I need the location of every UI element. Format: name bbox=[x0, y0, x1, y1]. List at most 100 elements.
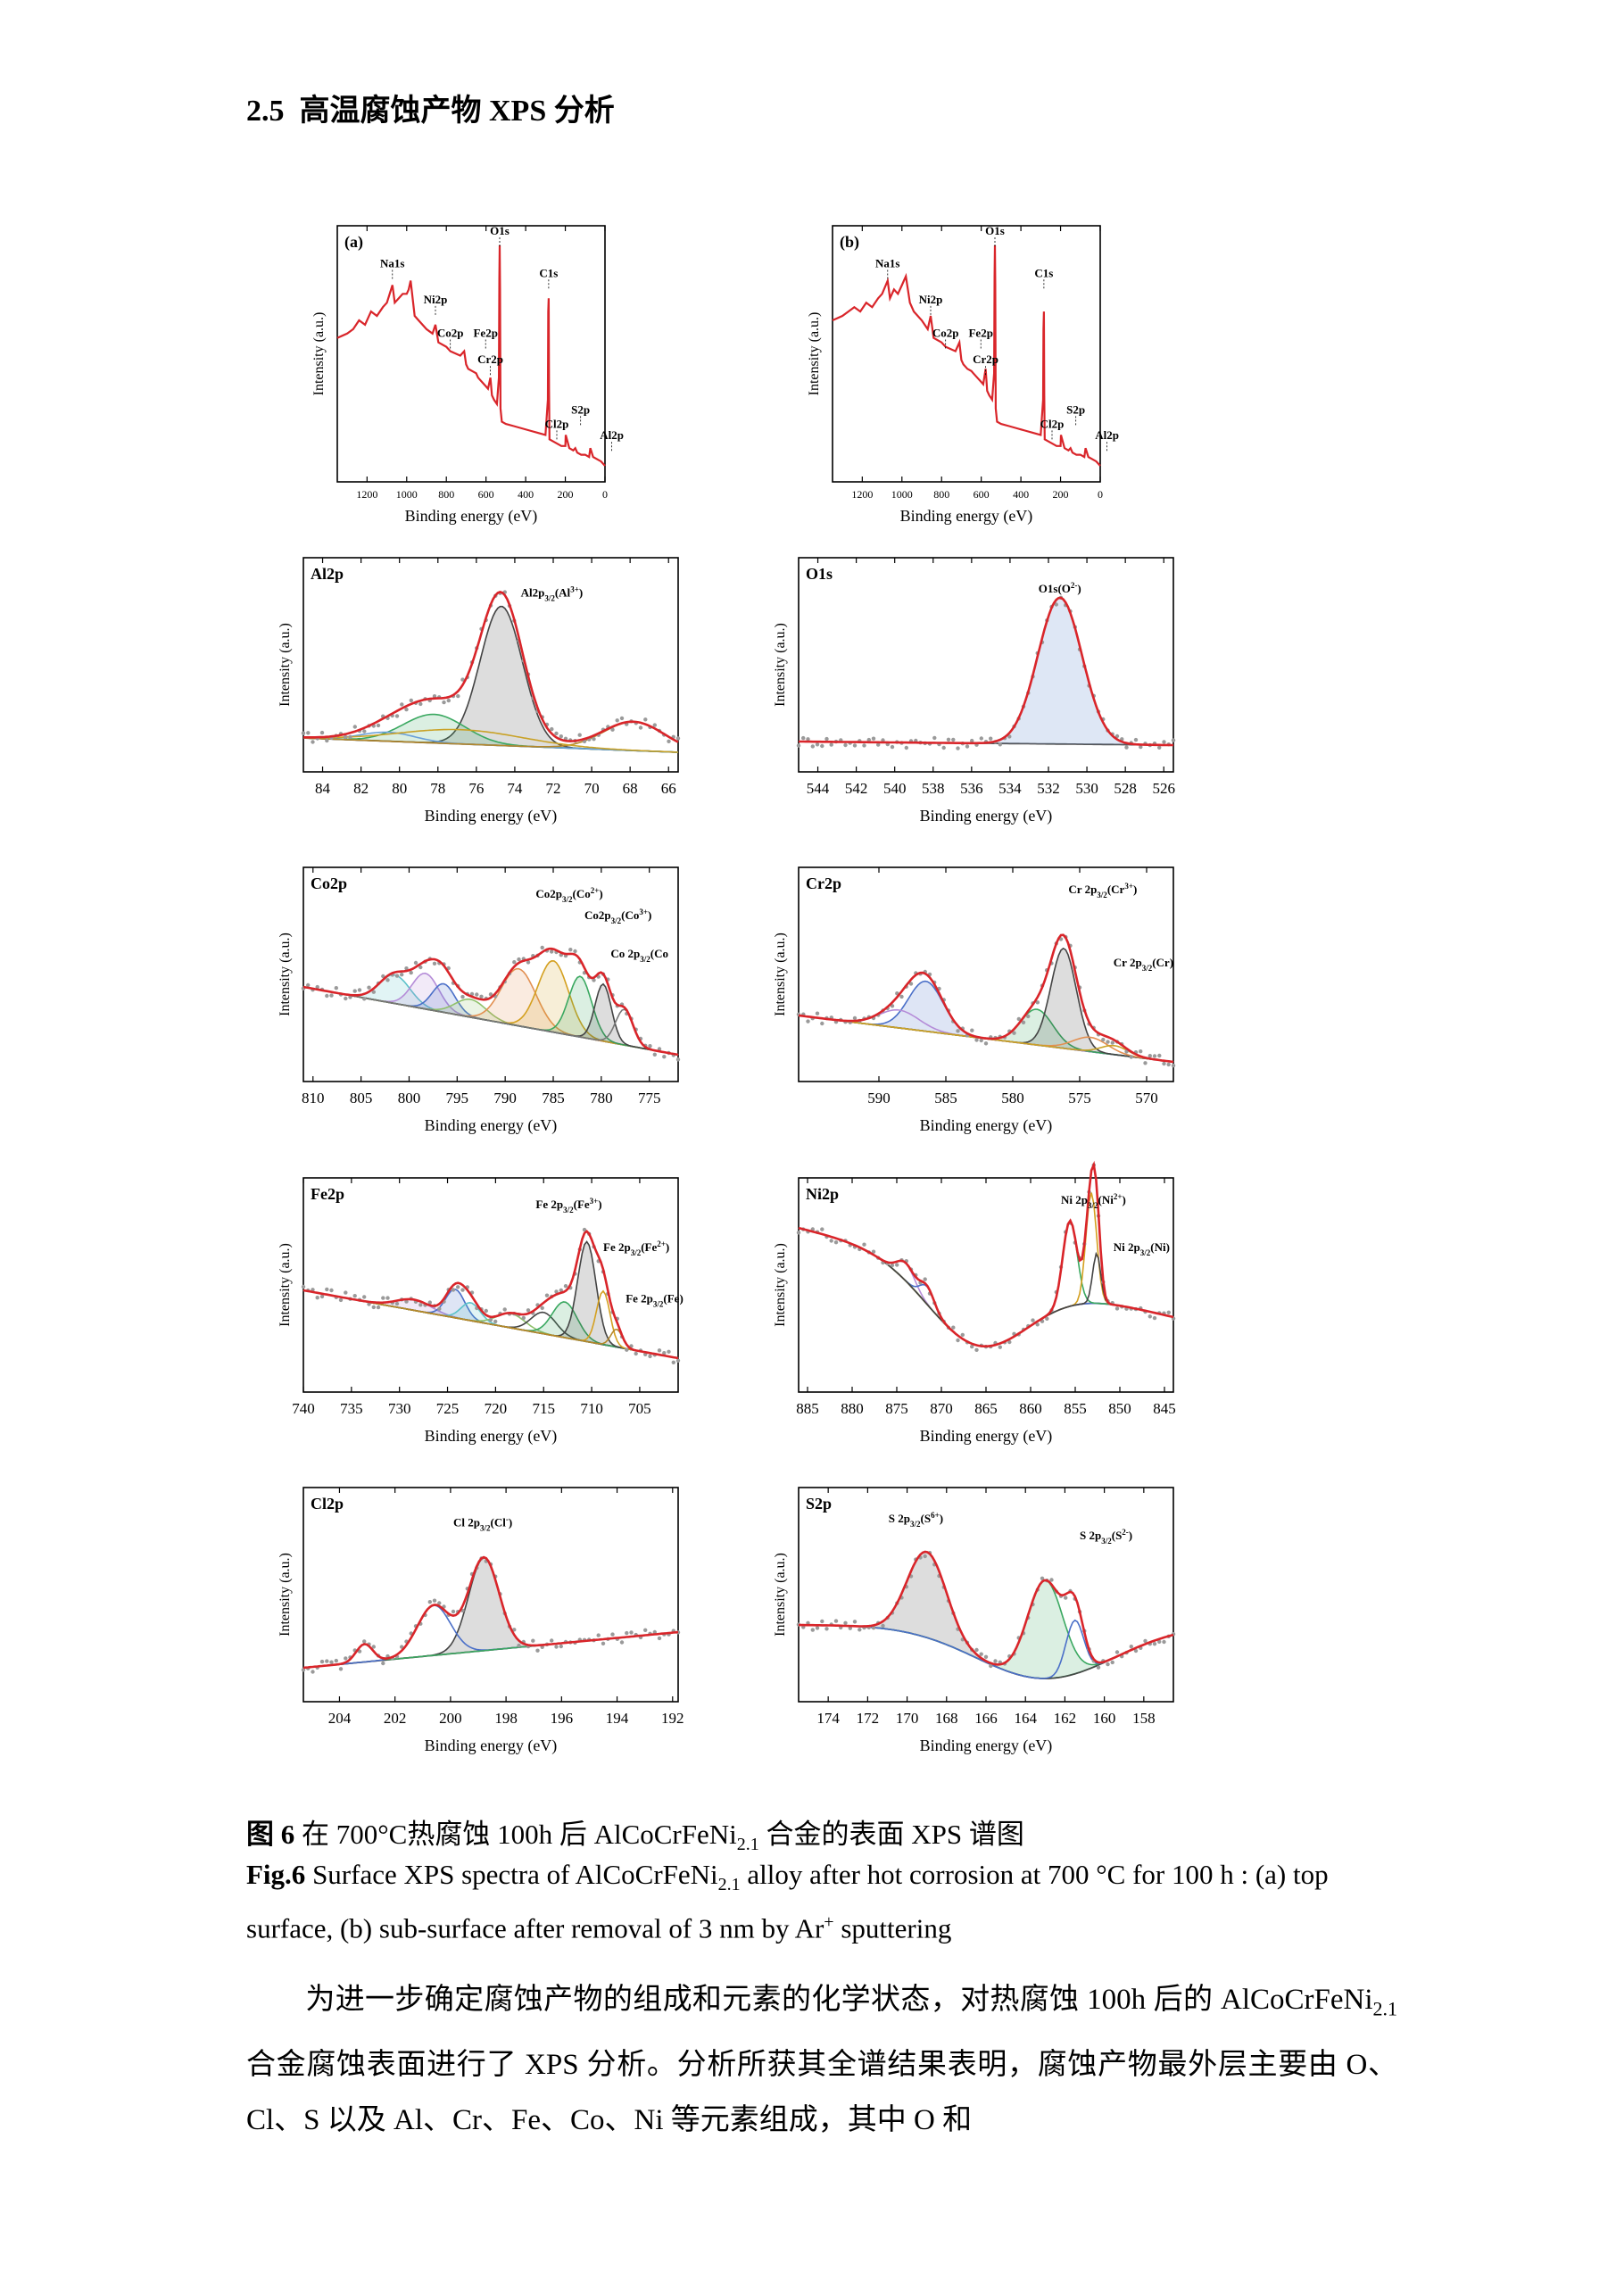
raw-point bbox=[965, 744, 970, 749]
raw-point bbox=[648, 1044, 652, 1049]
raw-point bbox=[970, 1028, 974, 1032]
raw-point bbox=[1007, 734, 1012, 739]
raw-point bbox=[540, 945, 544, 950]
x-tick-label: 845 bbox=[1153, 1400, 1176, 1417]
raw-point bbox=[563, 1284, 568, 1289]
raw-point bbox=[338, 1667, 344, 1671]
raw-point bbox=[638, 725, 643, 730]
peak-fill bbox=[799, 598, 1173, 745]
raw-point bbox=[512, 960, 517, 965]
survey-line bbox=[336, 245, 606, 467]
raw-point bbox=[582, 1227, 587, 1232]
peak-annotation: S 2p3/2(S6+) bbox=[889, 1511, 943, 1529]
raw-point bbox=[1016, 1016, 1021, 1022]
x-tick-label: 850 bbox=[1108, 1400, 1131, 1417]
x-tick-label: 400 bbox=[1013, 488, 1029, 501]
peak-annotation: Co2p3/2(Co3+) bbox=[584, 908, 651, 925]
raw-point bbox=[550, 1638, 554, 1643]
survey-peak-label: Fe2p bbox=[473, 327, 497, 340]
raw-point bbox=[352, 725, 357, 729]
raw-point bbox=[824, 1627, 829, 1631]
peak-component bbox=[303, 728, 679, 753]
x-tick-label: 885 bbox=[796, 1400, 819, 1417]
raw-point bbox=[1148, 1054, 1152, 1058]
x-tick-label: 200 bbox=[1053, 488, 1069, 501]
raw-point bbox=[667, 739, 671, 743]
raw-point bbox=[923, 1554, 927, 1559]
raw-point bbox=[1054, 602, 1058, 607]
raw-point bbox=[451, 1609, 456, 1614]
raw-point bbox=[371, 1645, 376, 1649]
raw-point bbox=[502, 1307, 507, 1312]
peak-annotation: Ni 2p3/2(Ni) bbox=[1114, 1240, 1170, 1257]
raw-point bbox=[400, 702, 404, 707]
raw-point bbox=[367, 985, 371, 990]
x-tick-label: 400 bbox=[518, 488, 534, 501]
raw-point bbox=[1129, 1645, 1133, 1649]
raw-point bbox=[409, 698, 413, 703]
raw-point bbox=[381, 1296, 385, 1300]
raw-point bbox=[829, 742, 833, 747]
raw-point bbox=[1049, 1578, 1054, 1582]
x-axis-title: Binding energy (eV) bbox=[920, 1116, 1053, 1135]
figure-caption-en: Fig.6 Surface XPS spectra of AlCoCrFeNi2… bbox=[246, 1856, 1397, 1948]
raw-point bbox=[559, 1288, 563, 1293]
raw-point bbox=[301, 1284, 306, 1289]
plot-frame bbox=[832, 225, 1101, 483]
survey-peak-label: S2p bbox=[1066, 402, 1085, 416]
raw-point bbox=[1171, 1063, 1176, 1068]
survey-peak-label: S2p bbox=[571, 402, 590, 416]
plot-frame bbox=[798, 1487, 1174, 1703]
x-tick-label: 575 bbox=[1068, 1090, 1091, 1107]
raw-point bbox=[376, 1305, 381, 1310]
raw-point bbox=[871, 1249, 876, 1254]
survey-peak-label: Ni2p bbox=[424, 293, 448, 306]
raw-point bbox=[983, 1654, 989, 1659]
peak-component bbox=[799, 1551, 1174, 1679]
x-tick-label: 200 bbox=[558, 488, 574, 501]
x-tick-label: 194 bbox=[606, 1710, 629, 1727]
raw-point bbox=[400, 973, 404, 977]
x-tick-label: 0 bbox=[1098, 488, 1103, 501]
raw-point bbox=[540, 1305, 544, 1310]
raw-point bbox=[394, 1301, 400, 1306]
plot-frame bbox=[302, 866, 679, 1082]
x-tick-label: 204 bbox=[328, 1710, 352, 1727]
raw-point bbox=[1133, 737, 1139, 742]
x-tick-label: 172 bbox=[857, 1710, 880, 1727]
survey-peak-label: Al2p bbox=[1095, 428, 1119, 442]
raw-point bbox=[993, 1659, 998, 1663]
raw-point bbox=[352, 989, 357, 993]
chart-survey-b: 1200 1000 800 600 400 200 0 Binding energy (eV)… bbox=[807, 224, 1119, 526]
raw-point bbox=[1021, 1020, 1026, 1024]
body-paragraph: 为进一步确定腐蚀产物的组成和元素的化学状态，对热腐蚀 100h 后的 AlCoC… bbox=[246, 1972, 1397, 2148]
raw-point bbox=[493, 1319, 498, 1324]
raw-point bbox=[960, 1332, 965, 1338]
raw-point bbox=[979, 736, 983, 741]
x-tick-label: 790 bbox=[493, 1090, 517, 1107]
raw-point bbox=[385, 978, 390, 982]
x-tick-label: 70 bbox=[584, 780, 600, 797]
x-tick-label: 544 bbox=[807, 780, 830, 797]
raw-point bbox=[385, 1296, 390, 1300]
x-tick-label: 76 bbox=[468, 780, 484, 797]
raw-point bbox=[829, 1239, 833, 1243]
peak-annotation: Cl 2p3/2(Cl-) bbox=[453, 1515, 512, 1533]
raw-point bbox=[625, 1347, 629, 1352]
raw-point bbox=[484, 1308, 488, 1314]
raw-point bbox=[592, 978, 596, 982]
raw-point bbox=[796, 743, 801, 748]
x-tick-label: 600 bbox=[974, 488, 990, 501]
raw-point bbox=[899, 994, 904, 999]
x-tick-label: 168 bbox=[935, 1710, 958, 1727]
peak-fill bbox=[303, 974, 678, 1055]
y-axis-title: Intensity (a.u.) bbox=[278, 932, 293, 1016]
raw-point bbox=[418, 701, 423, 707]
survey-peak-label: Cl2p bbox=[1040, 417, 1065, 430]
raw-point bbox=[643, 1628, 648, 1632]
raw-point bbox=[554, 731, 559, 736]
raw-point bbox=[983, 1041, 989, 1046]
x-tick-label: 740 bbox=[292, 1400, 315, 1417]
plot-frame bbox=[302, 557, 679, 773]
raw-point bbox=[404, 966, 409, 971]
